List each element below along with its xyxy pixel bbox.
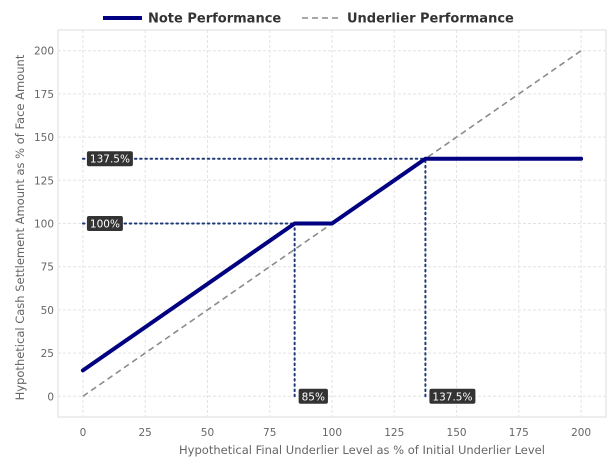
y-tick-label: 175	[34, 89, 54, 101]
callout-text: 137.5%	[432, 391, 472, 403]
legend-item-note-performance: Note Performance	[103, 12, 281, 27]
callout-text: 85%	[302, 391, 325, 403]
callout-text: 100%	[90, 219, 120, 231]
y-tick-label: 200	[34, 46, 54, 58]
callout-box	[86, 151, 133, 167]
note-performance-line	[80, 156, 584, 373]
y-tick-label: 100	[34, 219, 54, 231]
callout-label: 137.5%	[86, 151, 133, 167]
legend-label: Underlier Performance	[347, 12, 514, 27]
y-tick-label: 75	[41, 262, 54, 274]
y-tick-label: 25	[41, 348, 54, 360]
x-tick-label: 125	[384, 427, 404, 439]
callout-box	[86, 216, 123, 231]
callout-label: 85%	[298, 388, 328, 404]
legend-label: Note Performance	[148, 12, 281, 27]
y-tick-label: 150	[34, 132, 54, 144]
y-tick-label: 125	[34, 175, 54, 187]
x-tick-label: 150	[447, 427, 467, 439]
x-tick-label: 100	[322, 427, 342, 439]
callout-box	[298, 388, 328, 404]
legend-item-underlier-performance: Underlier Performance	[302, 12, 514, 27]
x-tick-label: 50	[201, 427, 214, 439]
x-tick-label: 0	[80, 427, 87, 439]
x-tick-label: 200	[571, 427, 591, 439]
x-tick-label: 175	[509, 427, 529, 439]
x-axis-title: Hypothetical Final Underlier Level as % …	[179, 443, 545, 457]
x-tick-label: 25	[138, 427, 151, 439]
callout-label: 137.5%	[429, 388, 476, 404]
y-tick-label: 0	[47, 391, 54, 403]
y-tick-label: 50	[41, 305, 54, 317]
y-axis-title: Hypothetical Cash Settlement Amount as %…	[13, 54, 27, 400]
callout-text: 137.5%	[90, 154, 130, 166]
callout-label: 100%	[86, 216, 123, 231]
callout-box	[429, 388, 476, 404]
x-tick-label: 75	[263, 427, 276, 439]
